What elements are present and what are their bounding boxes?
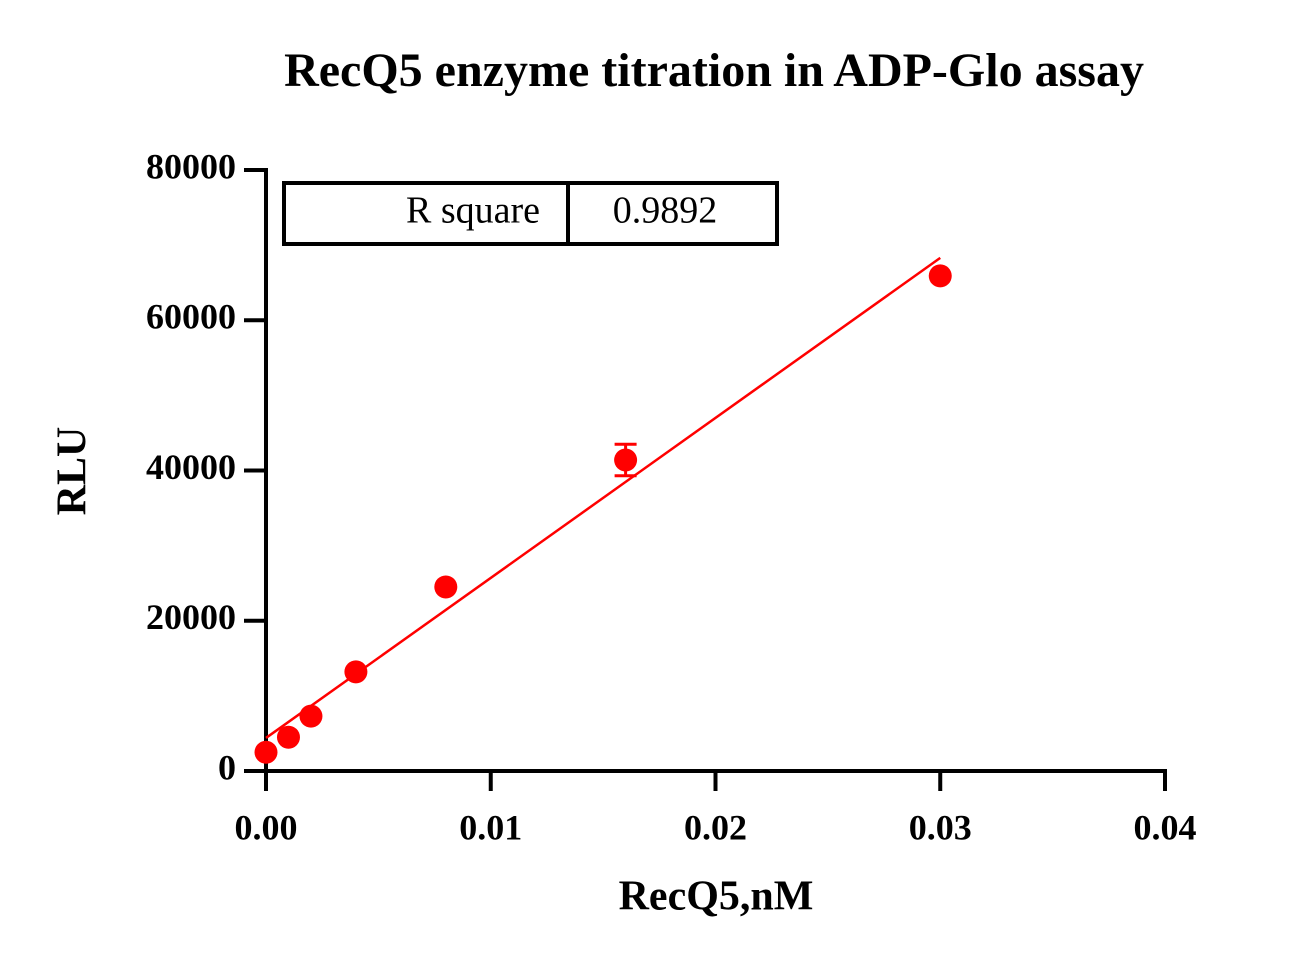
- y-tick-label: 80000: [146, 146, 236, 186]
- y-tick-label: 40000: [146, 447, 236, 487]
- stats-table: [282, 181, 779, 246]
- y-tick-label: 60000: [146, 297, 236, 337]
- point: [299, 704, 323, 728]
- x-axis-label: RecQ5,nM: [619, 874, 814, 920]
- x-tick-label: 0.03: [909, 807, 972, 847]
- point: [344, 660, 368, 684]
- stats-label: R square: [406, 190, 540, 232]
- y-axis-label: RLU: [50, 427, 96, 516]
- fit-line: [265, 256, 941, 739]
- x-tick-label: 0.04: [1134, 807, 1197, 847]
- x-tick-label: 0.00: [235, 807, 298, 847]
- chart-title: RecQ5 enzyme titration in ADP-Glo assay: [284, 44, 1144, 97]
- point: [614, 448, 638, 472]
- point: [434, 575, 458, 599]
- y-tick-label: 0: [218, 747, 236, 787]
- point: [254, 740, 278, 764]
- x-tick-label: 0.02: [684, 807, 747, 847]
- point: [276, 725, 300, 749]
- x-tick-label: 0.01: [459, 807, 522, 847]
- point: [928, 264, 952, 288]
- stats-value: 0.9892: [613, 190, 718, 232]
- y-tick-label: 20000: [146, 597, 236, 637]
